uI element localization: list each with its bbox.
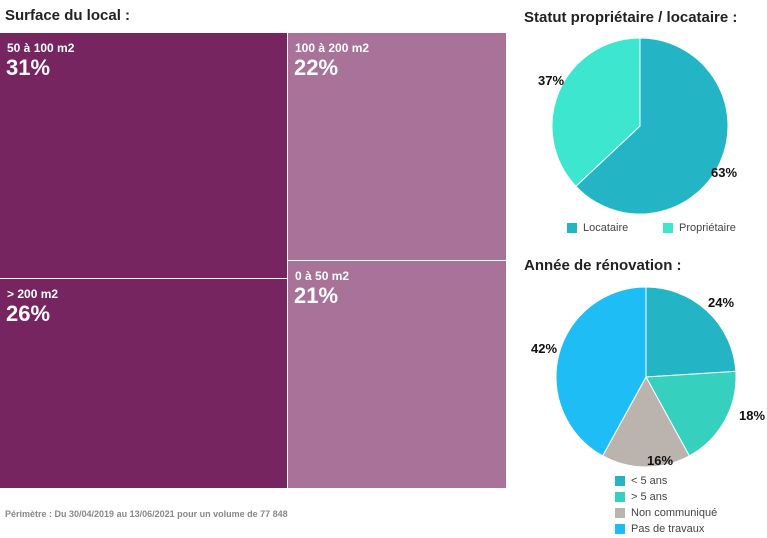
legend-swatch bbox=[615, 476, 625, 486]
cell-pct: 22% bbox=[294, 55, 339, 80]
legend-pas[interactable]: Pas de travaux bbox=[615, 523, 704, 535]
pie2-slice-2[interactable] bbox=[601, 375, 691, 468]
pie2-slice-0[interactable] bbox=[645, 286, 737, 378]
legend-proprietaire[interactable]: Propriétaire bbox=[663, 222, 736, 234]
pie1-label-proprietaire: 37% bbox=[538, 73, 565, 88]
pie1-title: Statut propriétaire / locataire : bbox=[524, 9, 738, 26]
cell-label: 50 à 100 m2 bbox=[7, 41, 75, 55]
cell-label: > 200 m2 bbox=[7, 287, 59, 301]
legend-label: > 5 ans bbox=[631, 491, 668, 503]
cell-label: 0 à 50 m2 bbox=[295, 269, 350, 283]
pie2-slice-1[interactable] bbox=[645, 370, 737, 457]
legend-label: Non communiqué bbox=[631, 507, 718, 519]
legend-label: Propriétaire bbox=[679, 222, 736, 234]
pie2-label-gt5: 18% bbox=[739, 408, 766, 423]
legend-locataire[interactable]: Locataire bbox=[567, 222, 628, 234]
pie2-label-lt5: 24% bbox=[708, 295, 735, 310]
legend-label: < 5 ans bbox=[631, 475, 668, 487]
legend-swatch bbox=[615, 508, 625, 518]
legend-label: Pas de travaux bbox=[631, 523, 705, 535]
cell-label: 100 à 200 m2 bbox=[295, 41, 370, 55]
pie2-label-nc: 16% bbox=[647, 453, 674, 468]
legend-swatch bbox=[615, 492, 625, 502]
legend-nc[interactable]: Non communiqué bbox=[615, 507, 717, 519]
treemap-cell-0-50[interactable]: 0 à 50 m2 21% bbox=[288, 261, 507, 489]
legend-swatch bbox=[567, 223, 577, 233]
legend-swatch bbox=[615, 524, 625, 534]
pie1-slice-0[interactable] bbox=[575, 37, 729, 215]
pie1-label-locataire: 63% bbox=[711, 165, 738, 180]
legend-label: Locataire bbox=[583, 222, 629, 234]
footer-perimetre: Périmètre : Du 30/04/2019 au 13/06/2021 … bbox=[5, 509, 288, 519]
pie2-slice-3[interactable] bbox=[555, 286, 647, 457]
pie2-label-pas: 42% bbox=[531, 341, 558, 356]
cell-pct: 31% bbox=[6, 55, 51, 80]
pie1-slice-1[interactable] bbox=[551, 37, 641, 187]
treemap-cell-100-200[interactable]: 100 à 200 m2 22% bbox=[288, 33, 507, 261]
cell-pct: 26% bbox=[6, 301, 51, 326]
pie2-title: Année de rénovation : bbox=[524, 257, 682, 274]
cell-pct: 21% bbox=[294, 283, 339, 308]
legend-swatch bbox=[663, 223, 673, 233]
treemap-cell-50-100[interactable]: 50 à 100 m2 31% bbox=[0, 33, 288, 279]
legend-lt5[interactable]: < 5 ans bbox=[615, 475, 667, 487]
legend-gt5[interactable]: > 5 ans bbox=[615, 491, 667, 503]
treemap-title: Surface du local : bbox=[5, 7, 131, 24]
treemap-cell-200[interactable]: > 200 m2 26% bbox=[0, 279, 288, 489]
